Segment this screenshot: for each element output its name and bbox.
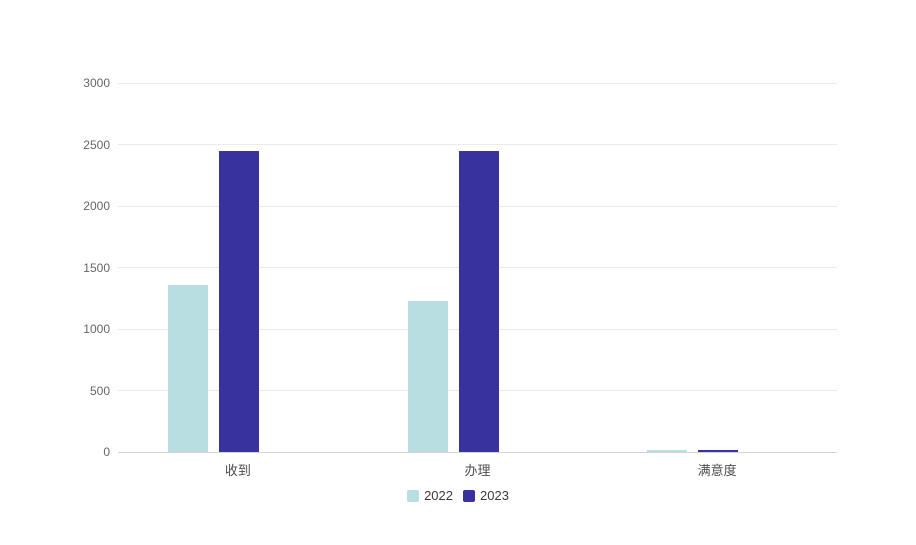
bar-2023-cat2[interactable] <box>698 449 739 452</box>
legend-marker-2023 <box>463 489 475 502</box>
bar-2023-cat1[interactable] <box>458 150 499 452</box>
y-axis-tick-label-3000: 3000 <box>83 76 110 90</box>
x-axis-category-label-0: 收到 <box>224 463 251 478</box>
y-axis-tick-label-500: 500 <box>89 383 110 398</box>
bar-2022-cat1[interactable] <box>407 301 448 452</box>
x-axis-category-label-2: 满意度 <box>697 463 737 478</box>
legend: 2022 2023 <box>0 488 916 503</box>
legend-marker-2022 <box>407 489 420 502</box>
y-axis-tick-label-1000: 1000 <box>83 322 110 336</box>
y-axis-tick-label-2500: 2500 <box>83 137 110 152</box>
x-axis-line <box>118 451 837 453</box>
y-axis-tick-label-1500: 1500 <box>83 260 110 275</box>
y-axis-tick-label-0: 0 <box>103 445 110 459</box>
bar-2023-cat0[interactable] <box>218 150 259 452</box>
legend-label-2022: 2022 <box>424 488 453 503</box>
x-axis-category-label-1: 办理 <box>464 463 491 478</box>
legend-item-2022[interactable]: 2022 <box>407 488 453 503</box>
legend-label-2023: 2023 <box>480 488 509 503</box>
gridline-y-2500 <box>118 144 837 145</box>
y-axis-tick-label-2000: 2000 <box>83 199 110 213</box>
gridline-y-3000 <box>118 82 837 84</box>
bar-2022-cat0[interactable] <box>167 285 208 452</box>
bar-2022-cat2[interactable] <box>647 450 688 452</box>
legend-item-2023[interactable]: 2023 <box>463 488 509 503</box>
